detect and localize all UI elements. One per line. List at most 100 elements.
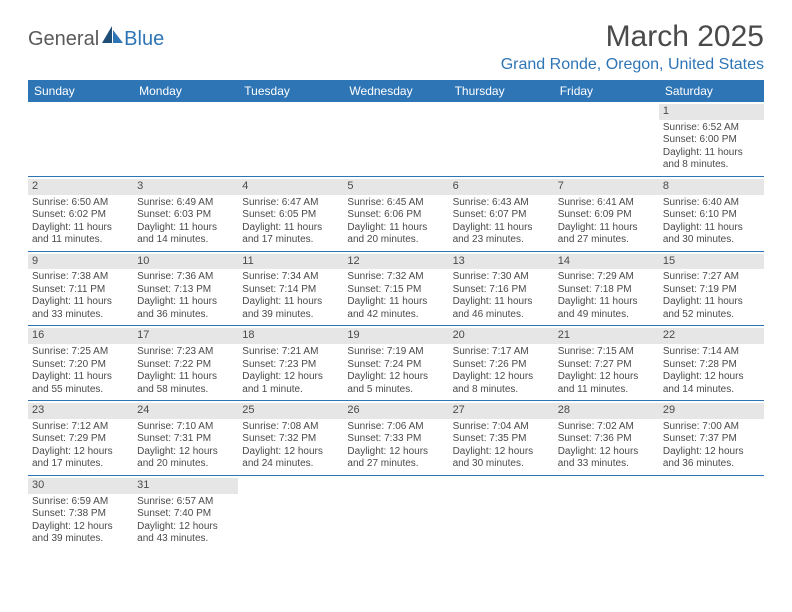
sunset-text: Sunset: 7:14 PM bbox=[242, 284, 339, 297]
sunrise-text: Sunrise: 7:25 AM bbox=[32, 346, 129, 359]
sunrise-text: Sunrise: 7:36 AM bbox=[137, 271, 234, 284]
daylight-text: and 55 minutes. bbox=[32, 384, 129, 397]
sunset-text: Sunset: 7:23 PM bbox=[242, 359, 339, 372]
calendar-cell: 6Sunrise: 6:43 AMSunset: 6:07 PMDaylight… bbox=[449, 176, 554, 251]
dayname-wed: Wednesday bbox=[343, 80, 448, 102]
sunrise-text: Sunrise: 6:50 AM bbox=[32, 197, 129, 210]
daylight-text: Daylight: 12 hours bbox=[558, 446, 655, 459]
day-number: 31 bbox=[133, 478, 238, 494]
calendar-cell: 31 Sunrise: 6:57 AMSunset: 7:40 PMDayligh… bbox=[133, 475, 238, 549]
sunset-text: Sunset: 6:03 PM bbox=[137, 209, 234, 222]
calendar-cell bbox=[659, 475, 764, 549]
day-number: 13 bbox=[449, 254, 554, 270]
daylight-text: and 20 minutes. bbox=[137, 458, 234, 471]
daylight-text: Daylight: 12 hours bbox=[137, 521, 234, 534]
daylight-text: and 30 minutes. bbox=[453, 458, 550, 471]
sunset-text: Sunset: 7:31 PM bbox=[137, 433, 234, 446]
daylight-text: Daylight: 12 hours bbox=[453, 446, 550, 459]
day-number: 26 bbox=[343, 403, 448, 419]
sunset-text: Sunset: 7:32 PM bbox=[242, 433, 339, 446]
calendar-cell: 7Sunrise: 6:41 AMSunset: 6:09 PMDaylight… bbox=[554, 176, 659, 251]
sunrise-text: Sunrise: 6:43 AM bbox=[453, 197, 550, 210]
calendar-cell: 11Sunrise: 7:34 AMSunset: 7:14 PMDayligh… bbox=[238, 251, 343, 326]
sunrise-text: Sunrise: 7:10 AM bbox=[137, 421, 234, 434]
calendar-cell bbox=[133, 102, 238, 176]
calendar-cell bbox=[28, 102, 133, 176]
sunset-text: Sunset: 7:11 PM bbox=[32, 284, 129, 297]
daylight-text: Daylight: 11 hours bbox=[242, 296, 339, 309]
daylight-text: Daylight: 11 hours bbox=[347, 222, 444, 235]
day-number: 22 bbox=[659, 328, 764, 344]
day-number: 30 bbox=[28, 478, 133, 494]
daylight-text: and 36 minutes. bbox=[663, 458, 760, 471]
calendar-cell bbox=[343, 102, 448, 176]
calendar-cell: 24Sunrise: 7:10 AMSunset: 7:31 PMDayligh… bbox=[133, 401, 238, 476]
sunset-text: Sunset: 7:18 PM bbox=[558, 284, 655, 297]
sunrise-text: Sunrise: 7:08 AM bbox=[242, 421, 339, 434]
calendar-cell: 9Sunrise: 7:38 AMSunset: 7:11 PMDaylight… bbox=[28, 251, 133, 326]
calendar-cell: 13Sunrise: 7:30 AMSunset: 7:16 PMDayligh… bbox=[449, 251, 554, 326]
sunset-text: Sunset: 7:29 PM bbox=[32, 433, 129, 446]
calendar-cell: 25Sunrise: 7:08 AMSunset: 7:32 PMDayligh… bbox=[238, 401, 343, 476]
day-number: 5 bbox=[343, 179, 448, 195]
dayname-sat: Saturday bbox=[659, 80, 764, 102]
calendar-cell: 17Sunrise: 7:23 AMSunset: 7:22 PMDayligh… bbox=[133, 326, 238, 401]
daylight-text: and 14 minutes. bbox=[663, 384, 760, 397]
daylight-text: Daylight: 12 hours bbox=[242, 446, 339, 459]
daylight-text: Daylight: 11 hours bbox=[663, 222, 760, 235]
calendar-cell: 29Sunrise: 7:00 AMSunset: 7:37 PMDayligh… bbox=[659, 401, 764, 476]
daylight-text: and 1 minute. bbox=[242, 384, 339, 397]
day-number: 3 bbox=[133, 179, 238, 195]
sunrise-text: Sunrise: 6:45 AM bbox=[347, 197, 444, 210]
daylight-text: Daylight: 12 hours bbox=[32, 446, 129, 459]
daylight-text: Daylight: 11 hours bbox=[663, 296, 760, 309]
daylight-text: and 20 minutes. bbox=[347, 234, 444, 247]
daylight-text: and 17 minutes. bbox=[32, 458, 129, 471]
sunrise-text: Sunrise: 7:34 AM bbox=[242, 271, 339, 284]
daylight-text: and 5 minutes. bbox=[347, 384, 444, 397]
day-number: 17 bbox=[133, 328, 238, 344]
daylight-text: and 8 minutes. bbox=[663, 159, 760, 172]
daylight-text: and 43 minutes. bbox=[137, 533, 234, 546]
daylight-text: and 36 minutes. bbox=[137, 309, 234, 322]
day-number: 6 bbox=[449, 179, 554, 195]
day-number: 27 bbox=[449, 403, 554, 419]
calendar-cell: 10Sunrise: 7:36 AMSunset: 7:13 PMDayligh… bbox=[133, 251, 238, 326]
day-number: 12 bbox=[343, 254, 448, 270]
sunset-text: Sunset: 6:07 PM bbox=[453, 209, 550, 222]
dayname-fri: Friday bbox=[554, 80, 659, 102]
sunset-text: Sunset: 7:33 PM bbox=[347, 433, 444, 446]
sunset-text: Sunset: 7:24 PM bbox=[347, 359, 444, 372]
daylight-text: Daylight: 12 hours bbox=[347, 446, 444, 459]
sunrise-text: Sunrise: 7:29 AM bbox=[558, 271, 655, 284]
calendar-cell: 21Sunrise: 7:15 AMSunset: 7:27 PMDayligh… bbox=[554, 326, 659, 401]
sunrise-text: Sunrise: 6:47 AM bbox=[242, 197, 339, 210]
sunset-text: Sunset: 7:40 PM bbox=[137, 508, 234, 521]
calendar-cell bbox=[449, 102, 554, 176]
calendar-cell: 4Sunrise: 6:47 AMSunset: 6:05 PMDaylight… bbox=[238, 176, 343, 251]
daylight-text: and 27 minutes. bbox=[347, 458, 444, 471]
daylight-text: Daylight: 12 hours bbox=[32, 521, 129, 534]
sunrise-text: Sunrise: 6:41 AM bbox=[558, 197, 655, 210]
location-subtitle: Grand Ronde, Oregon, United States bbox=[501, 56, 764, 74]
sunrise-text: Sunrise: 7:38 AM bbox=[32, 271, 129, 284]
dayname-tue: Tuesday bbox=[238, 80, 343, 102]
sunrise-text: Sunrise: 6:57 AM bbox=[137, 496, 234, 509]
title-block: March 2025 Grand Ronde, Oregon, United S… bbox=[501, 20, 764, 74]
calendar-cell: 18Sunrise: 7:21 AMSunset: 7:23 PMDayligh… bbox=[238, 326, 343, 401]
sunrise-text: Sunrise: 7:32 AM bbox=[347, 271, 444, 284]
calendar-row: 16Sunrise: 7:25 AMSunset: 7:20 PMDayligh… bbox=[28, 326, 764, 401]
daylight-text: Daylight: 11 hours bbox=[32, 371, 129, 384]
daylight-text: Daylight: 11 hours bbox=[558, 222, 655, 235]
daylight-text: Daylight: 11 hours bbox=[242, 222, 339, 235]
sunset-text: Sunset: 7:36 PM bbox=[558, 433, 655, 446]
calendar-row: 2Sunrise: 6:50 AMSunset: 6:02 PMDaylight… bbox=[28, 176, 764, 251]
dayname-row: Sunday Monday Tuesday Wednesday Thursday… bbox=[28, 80, 764, 102]
calendar-cell: 12Sunrise: 7:32 AMSunset: 7:15 PMDayligh… bbox=[343, 251, 448, 326]
calendar-cell: 28Sunrise: 7:02 AMSunset: 7:36 PMDayligh… bbox=[554, 401, 659, 476]
calendar-cell bbox=[238, 102, 343, 176]
daylight-text: Daylight: 11 hours bbox=[347, 296, 444, 309]
sunset-text: Sunset: 7:28 PM bbox=[663, 359, 760, 372]
sunset-text: Sunset: 7:13 PM bbox=[137, 284, 234, 297]
sunrise-text: Sunrise: 7:00 AM bbox=[663, 421, 760, 434]
